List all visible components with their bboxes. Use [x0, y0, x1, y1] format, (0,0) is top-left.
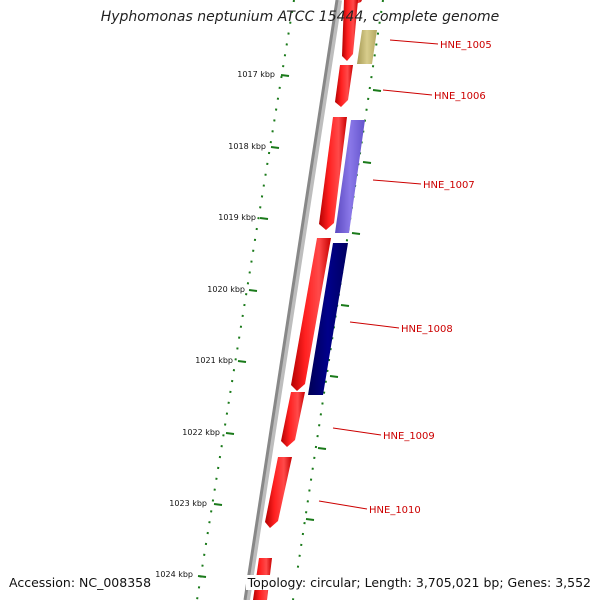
outer-tick	[340, 304, 350, 307]
gene-arrow-hne-1007[interactable]	[319, 117, 347, 230]
callout-line-hne-1008	[349, 321, 400, 329]
ruler-tick	[259, 217, 269, 220]
callout-line-hne-1006	[382, 89, 433, 96]
outer-tick	[362, 161, 372, 164]
ruler-tick	[280, 74, 290, 77]
gene-label-hne-1007[interactable]: HNE_1007	[423, 180, 475, 191]
backbone-line	[243, 0, 339, 600]
gene-arrow-hne-1009[interactable]	[281, 392, 305, 447]
ruler-ticks	[197, 74, 290, 578]
outer-ticks	[305, 89, 382, 521]
outer-tick	[305, 518, 315, 521]
tick-label-1022: 1022 kbp	[182, 428, 220, 437]
callout-line-hne-1010	[318, 500, 368, 510]
gene-arrow-hne-1005[interactable]	[342, 0, 358, 61]
ruler-tick	[213, 503, 223, 506]
genome-summary-text: Topology: circular; Length: 3,705,021 bp…	[245, 575, 591, 590]
gene-label-hne-1005[interactable]: HNE_1005	[440, 40, 492, 51]
tick-label-1021: 1021 kbp	[195, 356, 233, 365]
gene-arrow-hne-1008[interactable]	[291, 238, 331, 391]
backbone-shadow	[244, 0, 342, 600]
gene-label-hne-1010[interactable]: HNE_1010	[369, 505, 421, 516]
tick-label-1023: 1023 kbp	[169, 499, 207, 508]
callout-line-hne-1007	[372, 179, 422, 185]
outer-tick	[372, 89, 382, 92]
ruler-tick	[237, 360, 247, 363]
gene-label-hne-1006[interactable]: HNE_1006	[434, 91, 486, 102]
outer-tick	[317, 447, 327, 450]
tick-label-1017: 1017 kbp	[237, 70, 275, 79]
accession-text: Accession: NC_008358	[9, 575, 152, 590]
callout-line-hne-1009	[332, 427, 382, 436]
map-title-overlay: Hyphomonas neptunium ATCC 15444, complet…	[100, 9, 500, 25]
outer-tick	[329, 375, 339, 378]
feature-bar-hne-1008[interactable]	[308, 243, 348, 395]
tick-label-1018: 1018 kbp	[228, 142, 266, 151]
feature-bar-hne-1007[interactable]	[335, 120, 365, 233]
ruler-tick	[270, 146, 280, 149]
tick-label-1020: 1020 kbp	[207, 285, 245, 294]
tick-label-1019: 1019 kbp	[218, 213, 256, 222]
gene-arrows	[253, 0, 362, 600]
ruler-tick	[248, 289, 258, 292]
gene-arrow-hne-1010[interactable]	[265, 457, 292, 528]
ruler-tick	[197, 575, 207, 578]
gene-label-hne-1008[interactable]: HNE_1008	[401, 324, 453, 335]
callout-line-hne-1005	[389, 39, 439, 45]
ruler-tick	[225, 432, 235, 435]
gene-arrow-hne-1006[interactable]	[335, 65, 353, 107]
feature-bar-hne-1005[interactable]	[357, 30, 377, 64]
tick-label-1024: 1024 kbp	[155, 570, 193, 579]
outer-tick	[351, 232, 361, 235]
callout-lines	[318, 39, 439, 510]
gene-label-hne-1009[interactable]: HNE_1009	[383, 431, 435, 442]
